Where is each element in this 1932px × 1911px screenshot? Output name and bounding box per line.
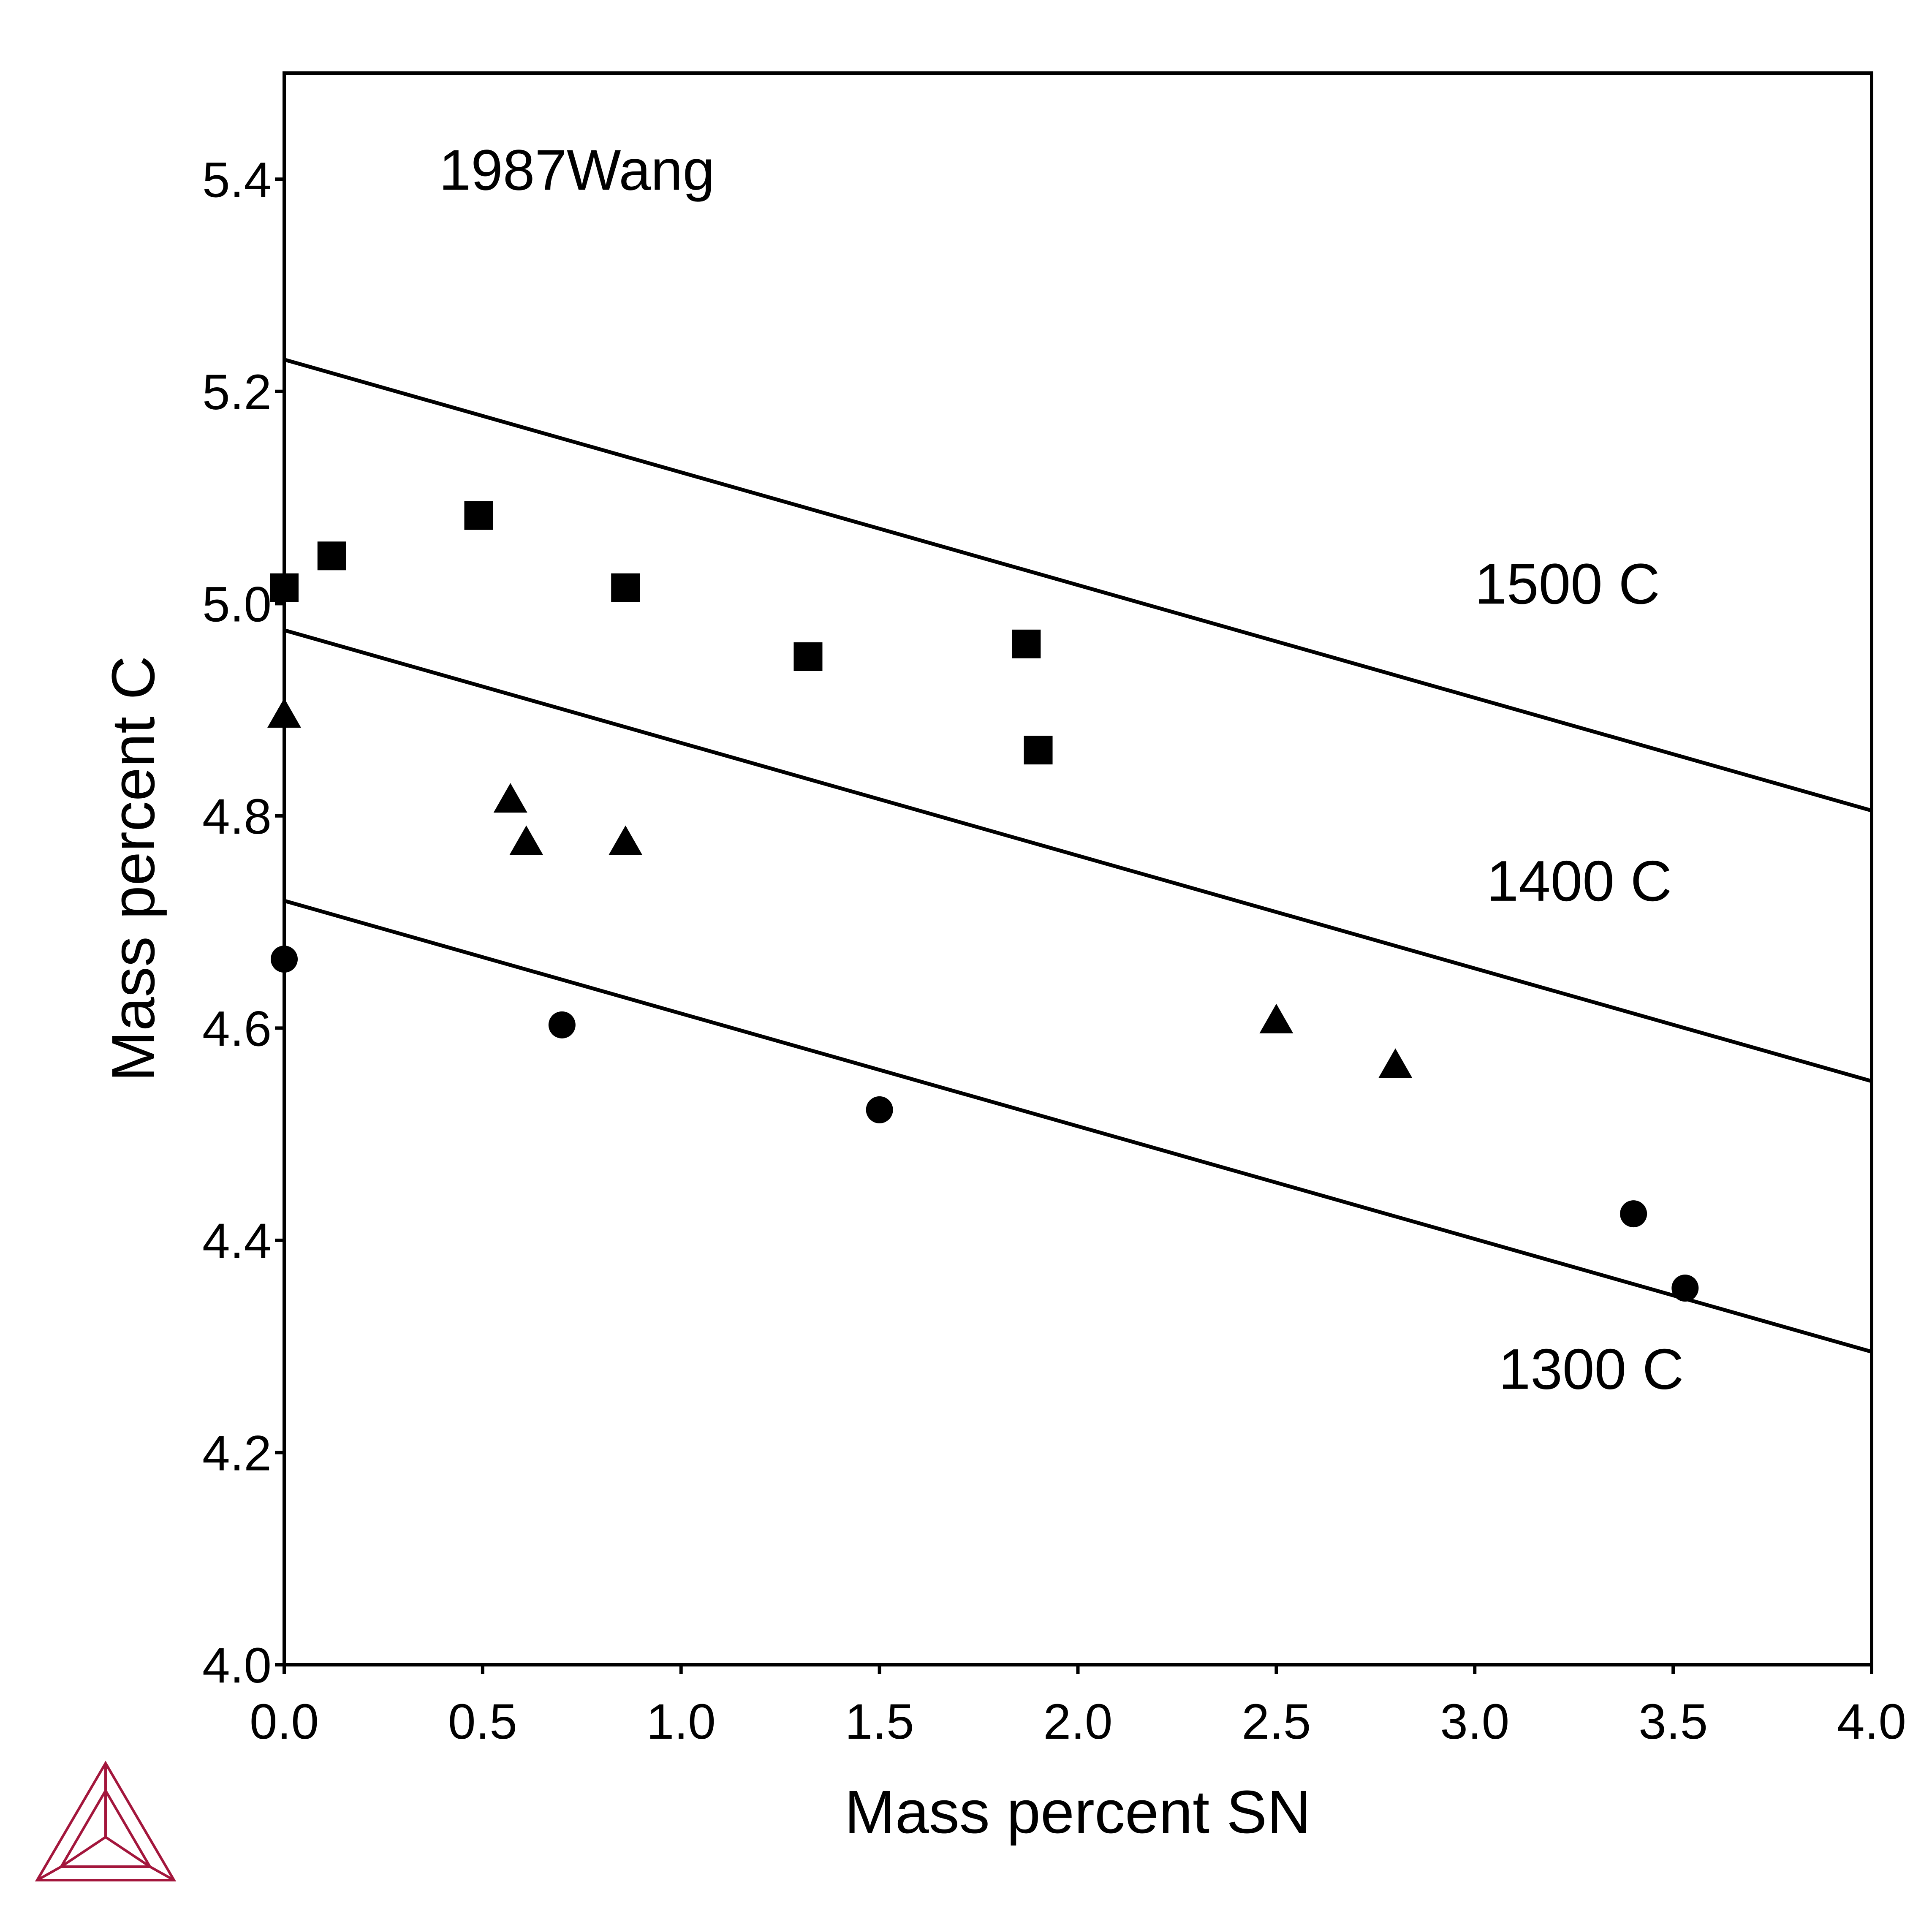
x-axis-title: Mass percent SN <box>845 1778 1311 1846</box>
x-tick-label: 3.5 <box>1639 1694 1708 1750</box>
square-marker <box>1024 736 1053 765</box>
square-marker <box>1012 629 1041 658</box>
y-tick-label: 5.4 <box>202 152 272 208</box>
triangle-marker <box>1378 1048 1413 1078</box>
isotherm-lines <box>283 358 1872 1354</box>
y-tick-label: 4.6 <box>202 1001 272 1057</box>
square-marker <box>270 573 299 602</box>
isotherm-line <box>283 358 1872 813</box>
y-tick-label: 4.8 <box>202 789 272 845</box>
triangle-marker <box>267 698 301 728</box>
annotations: 1987Wang 1500 C 1400 C 1300 C <box>439 138 1684 1401</box>
triangle-marker <box>509 825 543 855</box>
x-tick-label: 2.0 <box>1043 1694 1112 1750</box>
x-tick-label: 0.5 <box>448 1694 517 1750</box>
y-tick-label: 5.2 <box>202 364 272 420</box>
y-axis-title: Mass percent C <box>99 656 167 1082</box>
y-axis: 4.0 4.2 4.4 4.6 4.8 5.0 5.2 5.4 <box>202 152 284 1694</box>
y-tick-label: 5.0 <box>202 576 272 632</box>
y-tick-label: 4.2 <box>202 1425 272 1481</box>
annotation-label: 1987Wang <box>439 138 715 202</box>
isotherm-line <box>283 628 1872 1083</box>
y-tick-label: 4.0 <box>202 1638 272 1694</box>
x-tick-label: 2.5 <box>1242 1694 1311 1750</box>
circle-marker <box>548 1011 576 1038</box>
x-tick-label: 0.0 <box>250 1694 319 1750</box>
triangle-marker <box>493 783 527 813</box>
square-marker <box>793 642 823 671</box>
triangle-marker <box>1259 1003 1293 1033</box>
square-marker <box>464 501 493 530</box>
triangle-marker <box>609 825 643 855</box>
annotation-label: 1400 C <box>1486 849 1672 913</box>
x-tick-label: 3.0 <box>1440 1694 1509 1750</box>
data-markers <box>267 501 1699 1302</box>
x-tick-label: 1.5 <box>845 1694 914 1750</box>
x-tick-label: 1.0 <box>647 1694 716 1750</box>
circle-marker <box>1620 1200 1647 1228</box>
circle-marker <box>866 1096 893 1123</box>
x-tick-label: 4.0 <box>1837 1694 1906 1750</box>
thermo-calc-logo <box>35 1761 177 1881</box>
square-marker <box>611 573 640 602</box>
circle-marker <box>271 946 298 973</box>
y-tick-label: 4.4 <box>202 1213 272 1269</box>
isotherm-line <box>283 899 1872 1354</box>
annotation-label: 1500 C <box>1475 552 1660 616</box>
square-marker <box>317 541 346 571</box>
circle-marker <box>1671 1275 1699 1302</box>
x-axis: 0.0 0.5 1.0 1.5 2.0 2.5 3.0 3.5 4.0 <box>250 1665 1906 1750</box>
annotation-label: 1300 C <box>1499 1337 1684 1401</box>
